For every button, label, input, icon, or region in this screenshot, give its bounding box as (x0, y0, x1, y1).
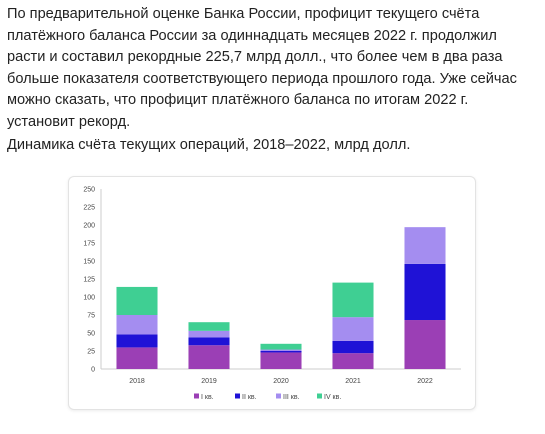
legend-swatch (317, 393, 322, 399)
y-tick-label: 75 (87, 313, 95, 320)
bar-segment (332, 317, 374, 341)
stacked-bar-chart: 0 25 50 75 100 125 150 175 200 225 250 2018 2019 2020… (83, 187, 461, 401)
x-tick-label: 2021 (345, 378, 361, 385)
bar-segment (260, 351, 302, 353)
bar-segment (116, 286, 158, 315)
bar-segment (332, 282, 374, 318)
x-tick-label: 2020 (273, 378, 289, 385)
y-tick-label: 150 (83, 259, 95, 266)
legend-label: I кв. (201, 394, 214, 401)
bar-segment (404, 320, 446, 369)
bar-segment (116, 334, 158, 348)
bar-segment (116, 315, 158, 335)
bar-segment (260, 343, 302, 350)
y-tick-label: 25 (87, 349, 95, 356)
bar-segment (188, 330, 230, 338)
bar-segment (260, 349, 302, 351)
legend-label: IV кв. (324, 394, 341, 401)
bar-segment (332, 340, 374, 354)
x-tick-label: 2018 (129, 378, 145, 385)
y-tick-label: 50 (87, 331, 95, 338)
chart-caption: Динамика счёта текущих операций, 2018–20… (7, 137, 411, 153)
bar-segment (188, 337, 230, 346)
legend-swatch (276, 393, 281, 399)
bar-segment (404, 227, 446, 264)
legend-label: III кв. (283, 394, 300, 401)
legend-swatch (194, 393, 199, 399)
x-tick-label: 2022 (417, 378, 433, 385)
y-tick-label: 0 (91, 367, 95, 374)
bar-segment (116, 347, 158, 369)
y-tick-label: 225 (83, 205, 95, 212)
legend-swatch (235, 393, 240, 399)
bar-segment (188, 322, 230, 331)
bar-segment (260, 352, 302, 369)
y-tick-label: 125 (83, 277, 95, 284)
y-tick-label: 250 (83, 187, 95, 194)
y-tick-label: 175 (83, 241, 95, 248)
y-tick-label: 200 (83, 223, 95, 230)
y-tick-label: 100 (83, 295, 95, 302)
article-paragraph: По предварительной оценке Банка России, … (7, 6, 517, 130)
bar-segment (332, 353, 374, 369)
chart-card: 0 25 50 75 100 125 150 175 200 225 250 2018 2019 2020… (68, 176, 476, 410)
bar-segment (188, 345, 230, 369)
bar-segment (404, 263, 446, 321)
x-tick-label: 2019 (201, 378, 217, 385)
legend-label: II кв. (242, 394, 257, 401)
